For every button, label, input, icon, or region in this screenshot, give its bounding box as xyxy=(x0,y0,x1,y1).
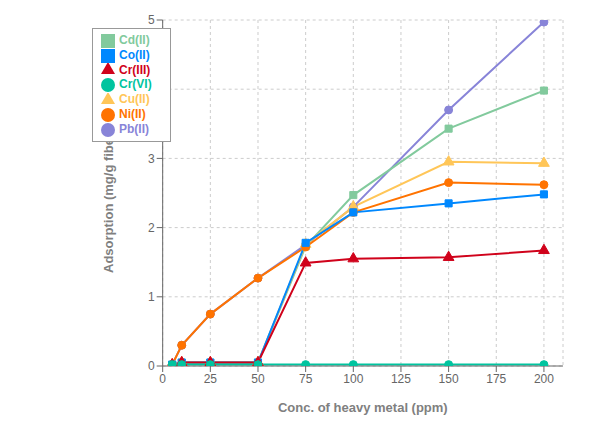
svg-text:5: 5 xyxy=(148,13,155,27)
svg-text:125: 125 xyxy=(391,372,411,386)
svg-text:4: 4 xyxy=(148,82,155,96)
svg-text:100: 100 xyxy=(343,372,363,386)
svg-text:50: 50 xyxy=(251,372,265,386)
svg-text:1: 1 xyxy=(148,290,155,304)
svg-text:2: 2 xyxy=(148,221,155,235)
svg-text:175: 175 xyxy=(486,372,506,386)
svg-text:0: 0 xyxy=(159,372,166,386)
svg-text:25: 25 xyxy=(204,372,218,386)
svg-text:Conc. of heavy metal (ppm): Conc. of heavy metal (ppm) xyxy=(278,400,448,415)
svg-text:0: 0 xyxy=(148,359,155,373)
svg-text:Adsorption (mg/g fiber): Adsorption (mg/g fiber) xyxy=(101,129,116,273)
svg-text:3: 3 xyxy=(148,152,155,166)
svg-text:150: 150 xyxy=(439,372,459,386)
svg-text:75: 75 xyxy=(299,372,313,386)
svg-text:200: 200 xyxy=(534,372,554,386)
